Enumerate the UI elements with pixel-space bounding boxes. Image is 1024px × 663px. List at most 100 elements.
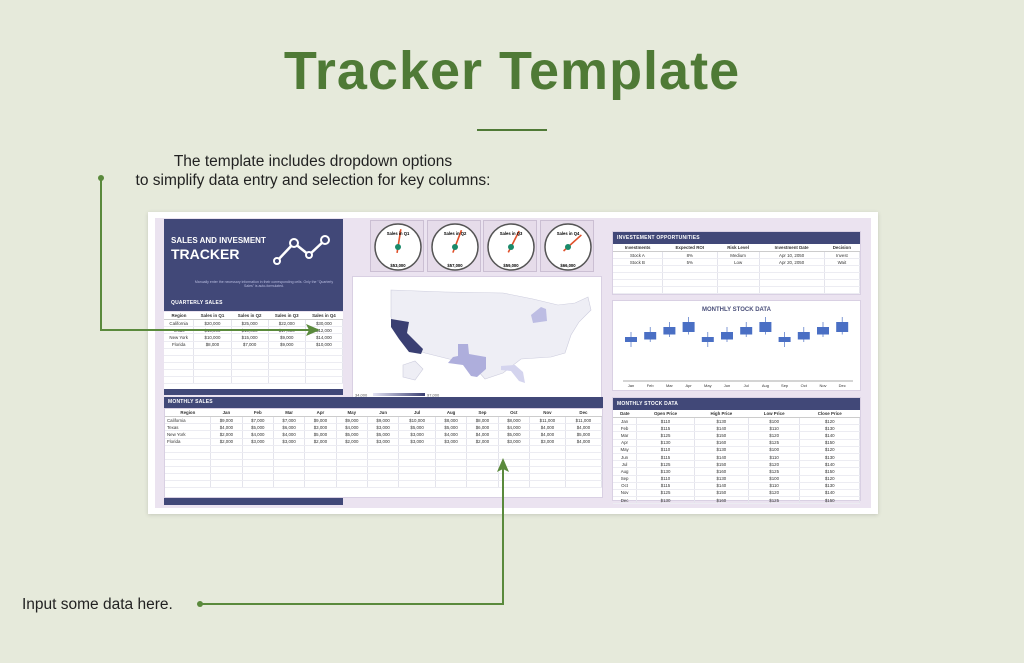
table-cell[interactable] (565, 466, 603, 474)
table-cell[interactable] (529, 452, 566, 460)
table-cell[interactable]: $160 (694, 439, 749, 447)
table-cell[interactable] (435, 466, 468, 474)
table-cell[interactable]: $160 (694, 467, 749, 476)
table-cell[interactable] (304, 466, 337, 474)
table-cell[interactable] (498, 473, 530, 481)
table-cell[interactable] (193, 355, 232, 363)
table-cell[interactable]: $125 (748, 467, 801, 476)
table-cell[interactable]: Oct (613, 482, 638, 490)
table-cell[interactable]: $150 (799, 439, 860, 447)
table-cell[interactable] (164, 362, 195, 370)
table-cell[interactable]: Medium (717, 251, 760, 260)
table-cell[interactable]: Jan (613, 417, 638, 426)
table-cell[interactable] (210, 480, 243, 488)
table-cell[interactable] (242, 466, 274, 474)
table-cell[interactable] (273, 480, 306, 488)
table-cell[interactable] (565, 445, 603, 453)
table-cell[interactable]: Jun (613, 453, 638, 462)
table-cell[interactable]: $120 (748, 489, 801, 498)
table-cell[interactable]: $3,000 (304, 423, 337, 432)
table-cell[interactable]: $5,000 (565, 430, 603, 439)
table-cell[interactable] (193, 362, 232, 370)
table-cell[interactable] (498, 466, 530, 474)
table-cell[interactable]: $9,000 (336, 416, 368, 425)
table-cell[interactable]: $2,000 (210, 430, 243, 439)
table-cell[interactable] (305, 348, 344, 356)
table-cell[interactable] (193, 348, 232, 356)
table-cell[interactable]: $5,000 (242, 423, 274, 432)
table-cell[interactable] (824, 265, 861, 274)
table-cell[interactable]: $7,000 (242, 416, 274, 425)
table-cell[interactable] (336, 466, 368, 474)
table-cell[interactable] (273, 466, 306, 474)
table-cell[interactable] (305, 355, 344, 363)
table-cell[interactable]: $5,000 (367, 430, 400, 439)
table-cell[interactable] (466, 452, 499, 460)
table-cell[interactable] (662, 272, 718, 281)
table-cell[interactable] (759, 286, 825, 295)
table-cell[interactable]: $5,000 (336, 430, 368, 439)
table-cell[interactable]: Sep (613, 475, 638, 483)
table-cell[interactable] (498, 445, 530, 453)
table-cell[interactable] (268, 348, 306, 356)
table-cell[interactable]: $125 (748, 496, 801, 505)
table-cell[interactable] (210, 466, 243, 474)
table-cell[interactable] (164, 376, 195, 384)
table-cell[interactable]: $8,000 (193, 341, 232, 349)
table-cell[interactable]: $4,000 (210, 423, 243, 432)
table-cell[interactable]: Apr 10, 2050 (759, 251, 825, 260)
table-cell[interactable] (231, 369, 269, 377)
table-cell[interactable]: $140 (799, 460, 860, 469)
table-cell[interactable] (498, 459, 530, 467)
table-cell[interactable]: $115 (636, 453, 695, 462)
table-cell[interactable]: Wait (824, 258, 861, 267)
table-cell[interactable] (304, 459, 337, 467)
table-cell[interactable]: $110 (748, 424, 801, 433)
table-cell[interactable]: $12,000 (305, 326, 344, 335)
table-cell[interactable] (268, 369, 306, 377)
table-cell[interactable] (367, 466, 400, 474)
table-cell[interactable]: $9,000 (304, 416, 337, 425)
table-cell[interactable]: $110 (748, 453, 801, 462)
table-cell[interactable]: $140 (799, 431, 860, 440)
table-cell[interactable]: $4,000 (529, 430, 566, 439)
table-cell[interactable]: $2,000 (304, 438, 337, 446)
table-cell[interactable]: $3,000 (529, 438, 566, 446)
table-cell[interactable]: Feb (613, 424, 638, 433)
table-cell[interactable]: $22,000 (268, 319, 306, 328)
table-cell[interactable] (613, 265, 663, 274)
table-cell[interactable] (164, 355, 195, 363)
table-cell[interactable] (210, 473, 243, 481)
table-cell[interactable]: $8,000 (466, 416, 499, 425)
table-cell[interactable] (759, 279, 825, 288)
table-cell[interactable]: Jul (613, 460, 638, 469)
table-cell[interactable]: $3,000 (367, 438, 400, 446)
table-cell[interactable]: $130 (694, 446, 749, 454)
table-cell[interactable] (242, 445, 274, 453)
table-cell[interactable]: $6,000 (273, 423, 306, 432)
table-cell[interactable] (273, 452, 306, 460)
table-cell[interactable] (662, 279, 718, 288)
table-cell[interactable] (498, 452, 530, 460)
table-cell[interactable] (165, 459, 212, 467)
table-cell[interactable]: $110 (636, 475, 695, 483)
table-cell[interactable]: $125 (636, 431, 695, 440)
table-cell[interactable] (305, 369, 344, 377)
table-cell[interactable]: $3,000 (435, 438, 468, 446)
table-cell[interactable] (304, 452, 337, 460)
table-cell[interactable]: $130 (799, 482, 860, 490)
table-cell[interactable]: $15,000 (231, 333, 269, 342)
table-cell[interactable] (305, 362, 344, 370)
table-cell[interactable] (613, 279, 663, 288)
table-cell[interactable]: $130 (636, 467, 695, 476)
table-cell[interactable]: $7,000 (273, 416, 306, 425)
table-cell[interactable]: $3,000 (398, 438, 436, 446)
table-cell[interactable]: $10,000 (398, 416, 436, 425)
table-cell[interactable] (662, 265, 718, 274)
table-cell[interactable]: $3,000 (498, 438, 530, 446)
table-cell[interactable]: $120 (748, 431, 801, 440)
table-cell[interactable]: $130 (694, 475, 749, 483)
table-cell[interactable]: $3,000 (242, 438, 274, 446)
table-cell[interactable] (231, 376, 269, 384)
table-cell[interactable] (466, 445, 499, 453)
